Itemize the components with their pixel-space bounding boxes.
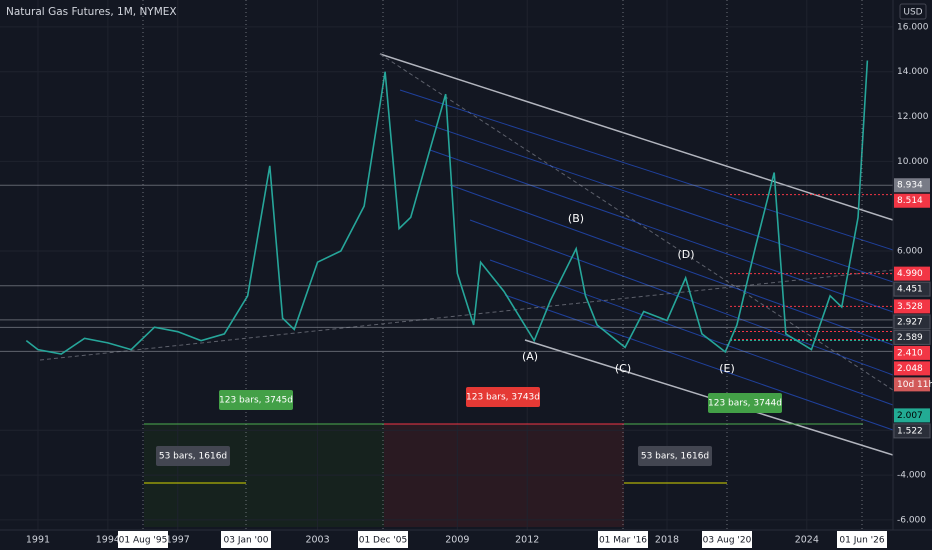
date-label: 01 Jun '26 [839, 536, 884, 546]
date-label: 01 Dec '05 [359, 536, 408, 546]
chart-title: Natural Gas Futures, 1M, NYMEX [6, 6, 177, 18]
date-label: 03 Aug '20 [703, 536, 752, 546]
range-label: 123 bars, 3743d [466, 393, 540, 403]
price-label: 2.048 [897, 364, 923, 374]
price-label: 2.589 [897, 333, 923, 343]
range-box [219, 390, 293, 410]
y-tick-label: 16.000 [897, 22, 929, 32]
wave-label: (C) [615, 362, 631, 375]
overlay: 16.00014.00012.00010.0006.000-2.000-4.00… [26, 22, 932, 548]
date-label-bg [837, 531, 887, 548]
wave-label: (B) [568, 212, 584, 225]
range-label: 53 bars, 1616d [641, 452, 709, 462]
price-line-series [25, 60, 869, 355]
date-label: 01 Aug '95 [119, 536, 168, 546]
price-label: 4.451 [897, 285, 923, 295]
range-box [466, 387, 540, 407]
range-label: 53 bars, 1616d [159, 452, 227, 462]
wave-label: (A) [522, 350, 538, 363]
price-label: 3.528 [897, 302, 923, 312]
y-tick-label: -6.000 [897, 515, 926, 525]
date-label-bg [358, 531, 408, 548]
price-label: 2.927 [897, 317, 923, 327]
date-label: 01 Mar '16 [599, 536, 647, 546]
x-tick-label: 2003 [305, 535, 329, 546]
x-tick-label: 2012 [515, 535, 539, 546]
price-label-bg [894, 193, 930, 208]
date-label-bg [221, 531, 271, 548]
price-label-bg [893, 314, 931, 330]
range-box [156, 446, 230, 466]
price-label-bg [894, 361, 930, 376]
price-label: 8.934 [897, 181, 923, 191]
range-label: 123 bars, 3744d [708, 399, 782, 409]
price-label: 4.990 [897, 269, 923, 279]
price-label: 2.410 [897, 348, 923, 358]
range-box [638, 446, 712, 466]
x-tick-label: 1997 [166, 535, 190, 546]
x-tick-label: 1991 [26, 535, 50, 546]
price-label-bg [894, 266, 930, 281]
price-label-bg [893, 329, 931, 345]
y-tick-label: 10.000 [897, 157, 929, 167]
x-tick-label: 1994 [96, 535, 120, 546]
wave-label: (E) [719, 362, 735, 375]
countdown-bg [894, 377, 930, 392]
y-tick-label: 6.000 [897, 246, 923, 256]
price-label-bg [894, 299, 930, 314]
date-label: 03 Jan '00 [224, 536, 269, 546]
currency-box [899, 3, 927, 20]
y-tick-label: 12.000 [897, 112, 929, 122]
x-tick-label: 2024 [795, 535, 819, 546]
x-tick-label: 2009 [445, 535, 469, 546]
wave-label: (D) [677, 248, 694, 261]
price-label-bg [894, 408, 930, 423]
grid [0, 0, 893, 530]
date-label-bg [598, 531, 648, 548]
price-label-bg [893, 423, 931, 439]
range-label: 123 bars, 3745d [219, 396, 293, 406]
range-box [708, 393, 782, 413]
date-label-bg [702, 531, 752, 548]
x-tick-label: 2018 [655, 535, 679, 546]
price-axis [893, 0, 932, 530]
price-label: 1.522 [897, 426, 923, 436]
plot [0, 0, 893, 530]
price-label-bg [893, 281, 931, 297]
y-tick-label: -4.000 [897, 471, 926, 481]
price-label-bg [894, 345, 930, 360]
price-label-bg [894, 178, 930, 193]
y-tick-label: 14.000 [897, 67, 929, 77]
range-arrows [144, 423, 863, 484]
price-label: 8.514 [897, 196, 923, 206]
date-label-bg [118, 531, 168, 548]
price-label: 2.007 [897, 411, 923, 421]
currency: USD [903, 8, 922, 18]
countdown: 10d 11h [897, 380, 932, 390]
